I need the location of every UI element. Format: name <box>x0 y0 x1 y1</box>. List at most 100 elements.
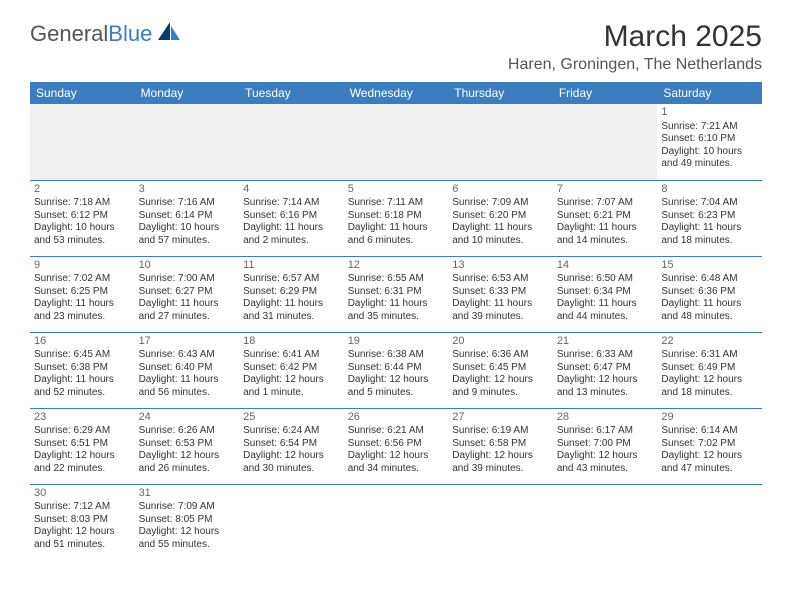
sunset-text: Sunset: 6:16 PM <box>243 210 340 223</box>
daylight-text: Daylight: 11 hours and 48 minutes. <box>661 298 758 323</box>
day-number: 10 <box>139 259 236 273</box>
location: Haren, Groningen, The Netherlands <box>508 56 762 74</box>
sunrise-text: Sunrise: 6:19 AM <box>452 425 549 438</box>
sunset-text: Sunset: 6:56 PM <box>348 438 445 451</box>
sunrise-text: Sunrise: 6:14 AM <box>661 425 758 438</box>
sunrise-text: Sunrise: 7:16 AM <box>139 197 236 210</box>
sunrise-text: Sunrise: 6:50 AM <box>557 273 654 286</box>
daylight-text: Daylight: 11 hours and 56 minutes. <box>139 374 236 399</box>
calendar-cell <box>344 484 449 560</box>
calendar-cell <box>553 104 658 180</box>
calendar-cell: 5Sunrise: 7:11 AMSunset: 6:18 PMDaylight… <box>344 180 449 256</box>
sunset-text: Sunset: 6:40 PM <box>139 362 236 375</box>
sunrise-text: Sunrise: 6:33 AM <box>557 349 654 362</box>
calendar-cell: 31Sunrise: 7:09 AMSunset: 8:05 PMDayligh… <box>135 484 240 560</box>
daylight-text: Daylight: 12 hours and 43 minutes. <box>557 450 654 475</box>
sunrise-text: Sunrise: 6:24 AM <box>243 425 340 438</box>
calendar-cell: 26Sunrise: 6:21 AMSunset: 6:56 PMDayligh… <box>344 408 449 484</box>
day-header: Tuesday <box>239 82 344 104</box>
day-number: 14 <box>557 259 654 273</box>
day-number: 13 <box>452 259 549 273</box>
title-block: March 2025 Haren, Groningen, The Netherl… <box>508 20 762 74</box>
daylight-text: Daylight: 11 hours and 23 minutes. <box>34 298 131 323</box>
day-number: 16 <box>34 335 131 349</box>
sunset-text: Sunset: 6:25 PM <box>34 286 131 299</box>
calendar-cell <box>553 484 658 560</box>
sunrise-text: Sunrise: 6:17 AM <box>557 425 654 438</box>
calendar-cell <box>30 104 135 180</box>
sunrise-text: Sunrise: 7:02 AM <box>34 273 131 286</box>
table-row: 1Sunrise: 7:21 AMSunset: 6:10 PMDaylight… <box>30 104 762 180</box>
calendar-body: 1Sunrise: 7:21 AMSunset: 6:10 PMDaylight… <box>30 104 762 560</box>
sunrise-text: Sunrise: 7:09 AM <box>452 197 549 210</box>
calendar-cell: 4Sunrise: 7:14 AMSunset: 6:16 PMDaylight… <box>239 180 344 256</box>
day-number: 15 <box>661 259 758 273</box>
calendar-cell: 2Sunrise: 7:18 AMSunset: 6:12 PMDaylight… <box>30 180 135 256</box>
calendar-cell: 11Sunrise: 6:57 AMSunset: 6:29 PMDayligh… <box>239 256 344 332</box>
sunset-text: Sunset: 6:47 PM <box>557 362 654 375</box>
daylight-text: Daylight: 11 hours and 27 minutes. <box>139 298 236 323</box>
calendar-cell: 15Sunrise: 6:48 AMSunset: 6:36 PMDayligh… <box>657 256 762 332</box>
daylight-text: Daylight: 12 hours and 26 minutes. <box>139 450 236 475</box>
calendar-cell: 7Sunrise: 7:07 AMSunset: 6:21 PMDaylight… <box>553 180 658 256</box>
calendar-cell: 28Sunrise: 6:17 AMSunset: 7:00 PMDayligh… <box>553 408 658 484</box>
sunset-text: Sunset: 6:20 PM <box>452 210 549 223</box>
day-number: 22 <box>661 335 758 349</box>
sunrise-text: Sunrise: 6:36 AM <box>452 349 549 362</box>
daylight-text: Daylight: 10 hours and 57 minutes. <box>139 222 236 247</box>
calendar-cell: 22Sunrise: 6:31 AMSunset: 6:49 PMDayligh… <box>657 332 762 408</box>
day-number: 21 <box>557 335 654 349</box>
day-number: 9 <box>34 259 131 273</box>
calendar-cell <box>657 484 762 560</box>
daylight-text: Daylight: 12 hours and 5 minutes. <box>348 374 445 399</box>
calendar-cell: 25Sunrise: 6:24 AMSunset: 6:54 PMDayligh… <box>239 408 344 484</box>
sunrise-text: Sunrise: 6:43 AM <box>139 349 236 362</box>
calendar-cell: 12Sunrise: 6:55 AMSunset: 6:31 PMDayligh… <box>344 256 449 332</box>
day-header-row: Sunday Monday Tuesday Wednesday Thursday… <box>30 82 762 104</box>
daylight-text: Daylight: 12 hours and 22 minutes. <box>34 450 131 475</box>
daylight-text: Daylight: 12 hours and 18 minutes. <box>661 374 758 399</box>
daylight-text: Daylight: 11 hours and 14 minutes. <box>557 222 654 247</box>
daylight-text: Daylight: 11 hours and 31 minutes. <box>243 298 340 323</box>
calendar-cell: 19Sunrise: 6:38 AMSunset: 6:44 PMDayligh… <box>344 332 449 408</box>
day-number: 24 <box>139 411 236 425</box>
calendar-cell <box>239 104 344 180</box>
day-number: 28 <box>557 411 654 425</box>
calendar-cell: 9Sunrise: 7:02 AMSunset: 6:25 PMDaylight… <box>30 256 135 332</box>
sunrise-text: Sunrise: 7:14 AM <box>243 197 340 210</box>
day-number: 6 <box>452 183 549 197</box>
day-number: 31 <box>139 487 236 501</box>
calendar-cell: 17Sunrise: 6:43 AMSunset: 6:40 PMDayligh… <box>135 332 240 408</box>
day-number: 18 <box>243 335 340 349</box>
calendar-cell <box>239 484 344 560</box>
logo: GeneralBlue <box>30 20 182 47</box>
calendar-cell: 1Sunrise: 7:21 AMSunset: 6:10 PMDaylight… <box>657 104 762 180</box>
day-header: Sunday <box>30 82 135 104</box>
table-row: 30Sunrise: 7:12 AMSunset: 8:03 PMDayligh… <box>30 484 762 560</box>
sunset-text: Sunset: 7:02 PM <box>661 438 758 451</box>
daylight-text: Daylight: 11 hours and 2 minutes. <box>243 222 340 247</box>
sunset-text: Sunset: 6:12 PM <box>34 210 131 223</box>
day-number: 30 <box>34 487 131 501</box>
day-number: 7 <box>557 183 654 197</box>
table-row: 23Sunrise: 6:29 AMSunset: 6:51 PMDayligh… <box>30 408 762 484</box>
table-row: 2Sunrise: 7:18 AMSunset: 6:12 PMDaylight… <box>30 180 762 256</box>
sunrise-text: Sunrise: 6:21 AM <box>348 425 445 438</box>
daylight-text: Daylight: 12 hours and 30 minutes. <box>243 450 340 475</box>
day-number: 5 <box>348 183 445 197</box>
calendar-cell: 10Sunrise: 7:00 AMSunset: 6:27 PMDayligh… <box>135 256 240 332</box>
sunrise-text: Sunrise: 6:55 AM <box>348 273 445 286</box>
sunrise-text: Sunrise: 7:09 AM <box>139 501 236 514</box>
sunrise-text: Sunrise: 6:45 AM <box>34 349 131 362</box>
daylight-text: Daylight: 10 hours and 49 minutes. <box>661 146 758 171</box>
sunset-text: Sunset: 6:34 PM <box>557 286 654 299</box>
daylight-text: Daylight: 12 hours and 55 minutes. <box>139 526 236 551</box>
calendar-cell: 29Sunrise: 6:14 AMSunset: 7:02 PMDayligh… <box>657 408 762 484</box>
calendar-cell: 24Sunrise: 6:26 AMSunset: 6:53 PMDayligh… <box>135 408 240 484</box>
sunrise-text: Sunrise: 7:04 AM <box>661 197 758 210</box>
sunset-text: Sunset: 6:42 PM <box>243 362 340 375</box>
sunset-text: Sunset: 6:54 PM <box>243 438 340 451</box>
sunrise-text: Sunrise: 7:07 AM <box>557 197 654 210</box>
sunset-text: Sunset: 6:31 PM <box>348 286 445 299</box>
calendar-cell: 8Sunrise: 7:04 AMSunset: 6:23 PMDaylight… <box>657 180 762 256</box>
